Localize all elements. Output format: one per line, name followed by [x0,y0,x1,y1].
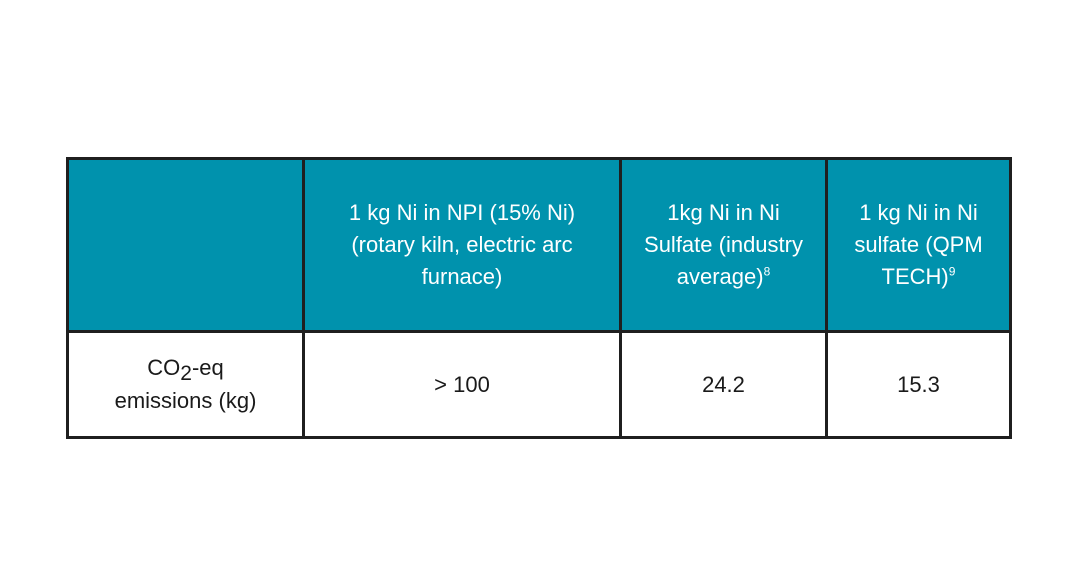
row-label-line2: emissions (kg) [114,388,257,413]
footnote-marker: 8 [763,264,771,279]
emissions-comparison-table: 1 kg Ni in NPI (15% Ni) (rotary kiln, el… [66,157,1012,439]
row-label-co2-emissions: CO2-eq emissions (kg) [66,330,305,439]
table-row: CO2-eq emissions (kg) > 100 24.2 15.3 [66,330,1012,439]
table-header: 1 kg Ni in NPI (15% Ni) (rotary kiln, el… [66,157,1012,333]
row-label-subscript: 2 [180,362,192,385]
header-ni-sulfate-industry-text: 1kg Ni in Ni Sulfate (industry average) [644,200,803,289]
header-ni-sulfate-qpm-text: 1 kg Ni in Ni sulfate (QPM TECH) [854,200,983,289]
header-ni-sulfate-industry: 1kg Ni in Ni Sulfate (industry average)8 [619,157,828,333]
header-row: 1 kg Ni in NPI (15% Ni) (rotary kiln, el… [66,157,1012,333]
header-npi-text: 1 kg Ni in NPI (15% Ni) (rotary kiln, el… [348,200,576,289]
header-npi: 1 kg Ni in NPI (15% Ni) (rotary kiln, el… [302,157,622,333]
table-body: CO2-eq emissions (kg) > 100 24.2 15.3 [66,330,1012,439]
value-ni-sulfate-industry: 24.2 [619,330,828,439]
header-ni-sulfate-qpm: 1 kg Ni in Ni sulfate (QPM TECH)9 [825,157,1012,333]
value-ni-sulfate-qpm: 15.3 [825,330,1012,439]
row-label-prefix: CO [147,355,181,380]
row-label-suffix: -eq [191,355,224,380]
header-empty-cell [66,157,305,333]
footnote-marker: 9 [948,264,956,279]
value-npi: > 100 [302,330,622,439]
